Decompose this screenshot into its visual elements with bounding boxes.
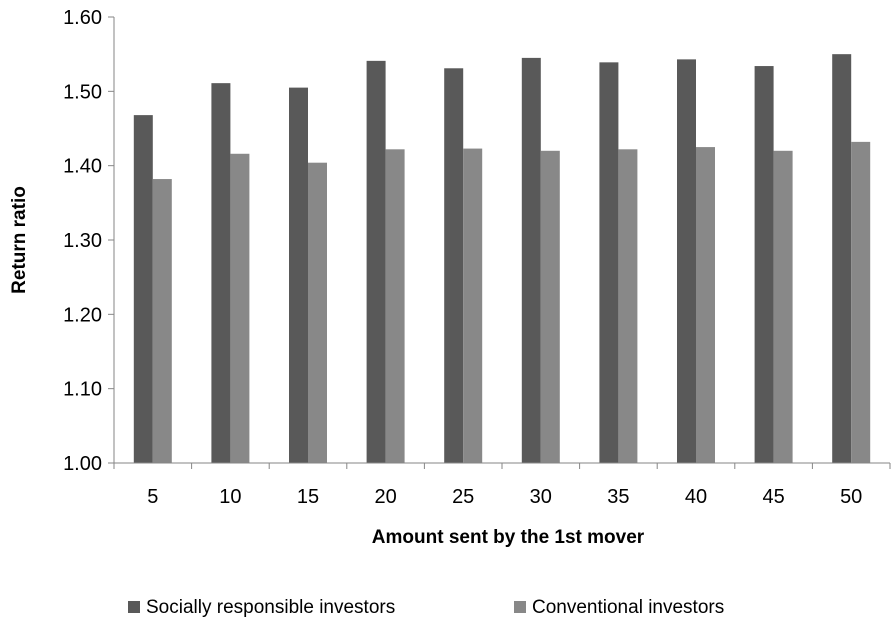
bar-socially-responsible <box>444 68 464 463</box>
bar-conventional <box>463 148 483 463</box>
x-tick-label: 50 <box>840 486 862 508</box>
x-tick-label: 15 <box>297 486 319 508</box>
bar-socially-responsible <box>366 60 386 464</box>
bars-group <box>133 54 871 464</box>
bar-conventional <box>152 179 172 463</box>
bar-conventional <box>851 141 871 463</box>
bar-socially-responsible <box>521 57 541 464</box>
bar-conventional <box>230 153 250 464</box>
bar-conventional <box>385 149 405 463</box>
x-axis-ticks: 5 10 15 20 25 30 35 40 45 50 <box>113 463 891 508</box>
x-tick-label: 35 <box>607 486 629 508</box>
bar-socially-responsible <box>677 59 696 464</box>
bar-conventional <box>308 162 327 463</box>
x-tick-label: 20 <box>374 486 396 508</box>
y-axis-ticks: 1.00 1.10 1.20 1.30 1.40 1.50 1.60 <box>63 7 114 475</box>
bar-conventional <box>540 150 560 464</box>
bar-socially-responsible <box>133 115 153 464</box>
bar-socially-responsible <box>211 83 231 463</box>
x-tick-label: 40 <box>685 486 707 508</box>
x-axis-title: Amount sent by the 1st mover <box>372 527 645 548</box>
y-tick-label: 1.20 <box>63 304 102 326</box>
x-tick-label: 30 <box>530 486 552 508</box>
x-tick-label: 45 <box>762 486 784 508</box>
bar-socially-responsible <box>289 87 308 463</box>
legend-swatch-conventional <box>514 601 526 613</box>
x-tick-label: 10 <box>219 486 241 508</box>
y-tick-label: 1.40 <box>63 156 102 178</box>
y-tick-label: 1.50 <box>63 81 102 103</box>
x-tick-label: 5 <box>147 486 158 508</box>
legend-label-socially-responsible: Socially responsible investors <box>146 597 395 618</box>
plot-area: 1.00 1.10 1.20 1.30 1.40 1.50 1.60 5 10 15 20 25 30… <box>63 7 891 508</box>
x-tick-label: 25 <box>452 486 474 508</box>
y-axis-title: Return ratio <box>9 186 30 294</box>
bar-socially-responsible <box>599 62 619 464</box>
y-tick-label: 1.00 <box>63 453 102 475</box>
y-tick-label: 1.60 <box>63 7 102 29</box>
bar-conventional <box>773 150 793 464</box>
bar-conventional <box>696 147 715 464</box>
y-tick-label: 1.30 <box>63 230 102 252</box>
bar-socially-responsible <box>832 54 852 464</box>
bar-socially-responsible <box>754 66 774 463</box>
y-tick-label: 1.10 <box>63 379 102 401</box>
legend-swatch-socially-responsible <box>128 601 140 613</box>
bar-conventional <box>618 149 638 463</box>
legend: Socially responsible investors Conventio… <box>128 597 724 618</box>
legend-label-conventional: Conventional investors <box>532 597 724 618</box>
